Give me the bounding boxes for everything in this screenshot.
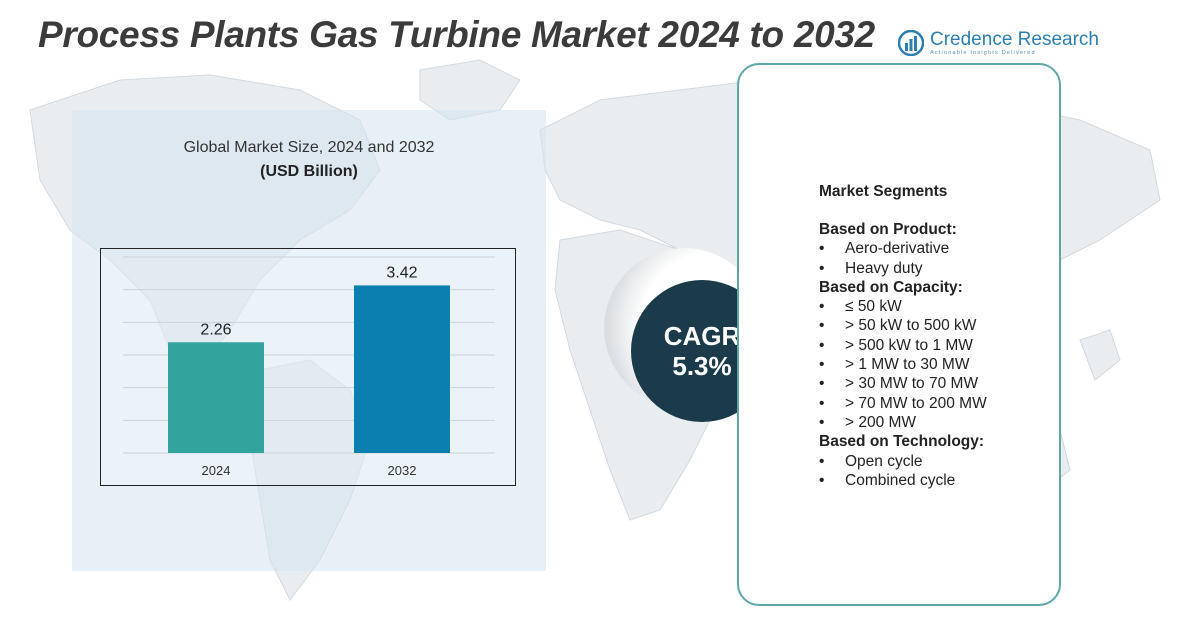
bullet-icon: • xyxy=(819,375,825,393)
bullet-icon: • xyxy=(819,240,825,258)
segment-item: • Aero-derivative xyxy=(819,239,1049,258)
segment-item: • > 30 MW to 70 MW xyxy=(819,374,1049,393)
page-title: Process Plants Gas Turbine Market 2024 t… xyxy=(38,14,875,55)
segment-item-label: Combined cycle xyxy=(845,471,956,489)
cagr-label: CAGR xyxy=(663,321,741,351)
bullet-icon: • xyxy=(819,471,825,489)
segment-item: • > 200 MW xyxy=(819,413,1049,432)
segment-item: • > 500 kW to 1 MW xyxy=(819,336,1049,355)
segment-item: • > 1 MW to 30 MW xyxy=(819,355,1049,374)
segments-list: Market Segments Based on Product: • Aero-d… xyxy=(819,182,1049,490)
market-size-panel xyxy=(72,110,546,571)
bullet-icon: • xyxy=(819,356,825,374)
bar-2024 xyxy=(168,342,264,453)
bar-2032 xyxy=(354,285,450,453)
bullet-icon: • xyxy=(819,336,825,354)
brand[interactable]: Credence Research Actionable Insights De… xyxy=(898,28,1099,58)
segment-item: • Open cycle xyxy=(819,452,1049,471)
bullet-icon: • xyxy=(819,317,825,335)
segment-group-title: Based on Capacity: xyxy=(819,278,963,296)
bullet-icon: • xyxy=(819,298,825,316)
segment-item-label: > 500 kW to 1 MW xyxy=(845,336,973,354)
segment-item-label: > 200 MW xyxy=(845,413,917,431)
segment-group-title: Based on Technology: xyxy=(819,433,985,451)
cagr-value: 5.3% xyxy=(672,351,732,381)
bullet-icon: • xyxy=(819,259,825,277)
chart-title: Global Market Size, 2024 and 2032 xyxy=(183,139,435,156)
segment-item-label: Open cycle xyxy=(845,452,923,470)
data-label-2024: 2.26 xyxy=(200,321,231,338)
segment-item: • Heavy duty xyxy=(819,259,1049,278)
segment-item: • ≤ 50 kW xyxy=(819,297,1049,316)
segment-item-label: ≤ 50 kW xyxy=(845,298,902,316)
brand-tagline: Actionable Insights Delivered xyxy=(930,49,1036,56)
segment-item-label: > 1 MW to 30 MW xyxy=(845,356,970,374)
segments-heading: Market Segments xyxy=(819,183,948,200)
segments-card xyxy=(737,63,1061,606)
x-tick-label: 2024 xyxy=(202,463,231,478)
segment-item-label: > 30 MW to 70 MW xyxy=(845,375,979,393)
data-label-2032: 3.42 xyxy=(386,264,417,281)
segment-item: • Combined cycle xyxy=(819,471,1049,490)
segment-item-label: > 50 kW to 500 kW xyxy=(845,317,977,335)
bullet-icon: • xyxy=(819,413,825,431)
segment-groups: Based on Product: • Aero-derivative • Heavy … xyxy=(819,220,1049,490)
bullet-icon: • xyxy=(819,394,825,412)
chart-subtitle: (USD Billion) xyxy=(260,163,358,180)
segment-item-label: Heavy duty xyxy=(845,259,923,277)
brand-name: Credence Research xyxy=(930,28,1099,50)
segment-item: • > 50 kW to 500 kW xyxy=(819,316,1049,335)
bar-chart: 2.26 2024 3.42 2032 xyxy=(123,256,495,478)
bullet-icon: • xyxy=(819,452,825,470)
x-tick-label: 2032 xyxy=(388,463,417,478)
chart-frame: 2.26 2024 3.42 2032 xyxy=(100,248,516,486)
segment-item-label: Aero-derivative xyxy=(845,240,950,258)
segment-item: • > 70 MW to 200 MW xyxy=(819,394,1049,413)
segment-group-title: Based on Product: xyxy=(819,221,957,238)
credence-research-logo-icon xyxy=(898,30,924,56)
segment-item-label: > 70 MW to 200 MW xyxy=(845,394,987,412)
